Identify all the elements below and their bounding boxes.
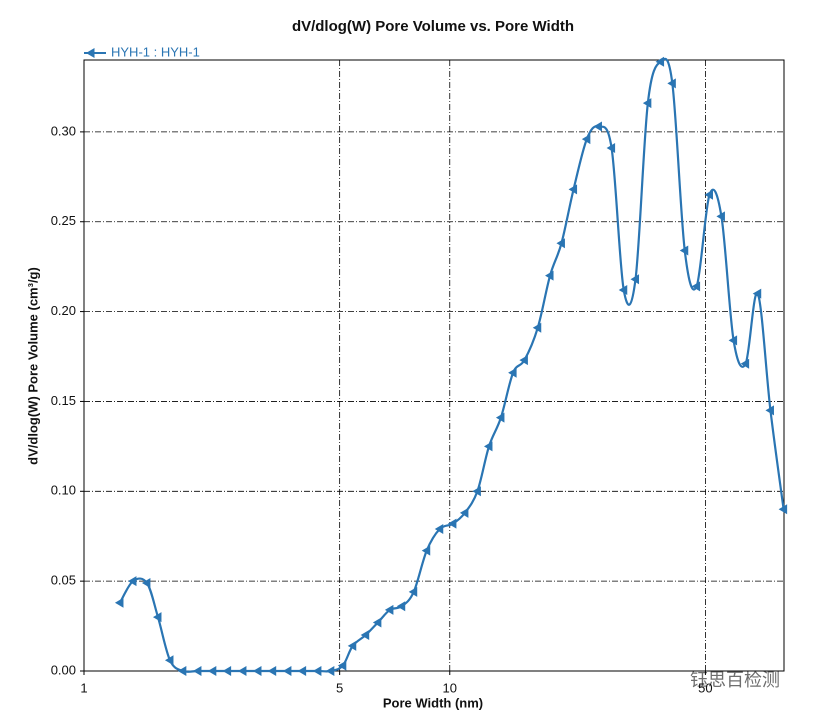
data-point xyxy=(495,412,505,423)
data-point xyxy=(164,655,174,666)
data-point xyxy=(127,576,137,587)
data-point xyxy=(192,666,202,676)
data-point xyxy=(207,666,217,676)
data-point xyxy=(447,518,457,529)
data-point xyxy=(152,612,162,623)
x-tick-label: 5 xyxy=(336,680,343,695)
y-tick-label: 0.00 xyxy=(51,662,76,677)
data-point xyxy=(618,285,628,296)
data-point xyxy=(282,666,292,676)
data-point xyxy=(630,274,640,285)
data-point xyxy=(655,56,665,67)
data-point xyxy=(716,211,725,222)
data-point xyxy=(642,98,652,109)
legend-label: HYH-1 : HYH-1 xyxy=(111,44,200,59)
data-point xyxy=(581,134,591,145)
x-tick-label: 10 xyxy=(443,680,457,695)
data-point xyxy=(237,666,247,676)
x-tick-label: 1 xyxy=(80,680,87,695)
data-point xyxy=(728,335,738,346)
data-point xyxy=(483,441,493,452)
data-point xyxy=(778,504,788,515)
y-axis-label: dV/dlog(W) Pore Volume (cm³/g) xyxy=(25,267,40,465)
data-point xyxy=(667,78,676,89)
data-point xyxy=(532,322,542,333)
data-point xyxy=(765,405,774,416)
data-point xyxy=(222,666,232,676)
data-point xyxy=(384,604,394,615)
data-point xyxy=(606,143,616,154)
data-point xyxy=(114,597,124,608)
data-point xyxy=(297,666,307,676)
data-point xyxy=(267,666,277,676)
y-tick-label: 0.30 xyxy=(51,123,76,138)
data-point xyxy=(508,367,517,378)
data-point xyxy=(556,238,565,249)
y-tick-label: 0.20 xyxy=(51,303,76,318)
watermark: 钰思百检测 xyxy=(690,670,780,690)
data-point xyxy=(141,577,151,588)
plot-frame xyxy=(83,59,785,672)
data-point xyxy=(408,586,418,597)
data-point xyxy=(337,660,347,671)
chart-title: dV/dlog(W) Pore Volume vs. Pore Width xyxy=(292,18,574,35)
data-point xyxy=(396,601,406,612)
data-point xyxy=(347,640,357,651)
data-point xyxy=(704,189,713,200)
data-point xyxy=(325,666,335,676)
data-point xyxy=(434,524,444,535)
series-line xyxy=(118,57,785,673)
data-point xyxy=(472,486,481,497)
data-point xyxy=(312,666,322,676)
y-tick-label: 0.05 xyxy=(51,573,76,588)
data-point xyxy=(740,358,750,369)
y-tick-label: 0.25 xyxy=(51,213,76,228)
legend-marker xyxy=(86,48,95,58)
data-point xyxy=(545,270,554,281)
y-tick-label: 0.10 xyxy=(51,483,76,498)
data-point xyxy=(752,288,762,299)
data-point xyxy=(372,617,382,628)
data-point xyxy=(177,666,187,676)
data-point xyxy=(252,666,262,676)
data-point xyxy=(360,630,370,641)
data-point xyxy=(459,507,469,518)
data-point xyxy=(568,184,578,195)
data-point xyxy=(421,545,431,556)
x-tick-label: 50 xyxy=(698,680,712,695)
data-point xyxy=(519,355,528,366)
y-tick-label: 0.15 xyxy=(51,393,76,408)
data-point xyxy=(593,121,602,132)
x-axis-label: Pore Width (nm) xyxy=(383,695,483,710)
data-point xyxy=(691,281,701,292)
data-point xyxy=(679,245,689,256)
